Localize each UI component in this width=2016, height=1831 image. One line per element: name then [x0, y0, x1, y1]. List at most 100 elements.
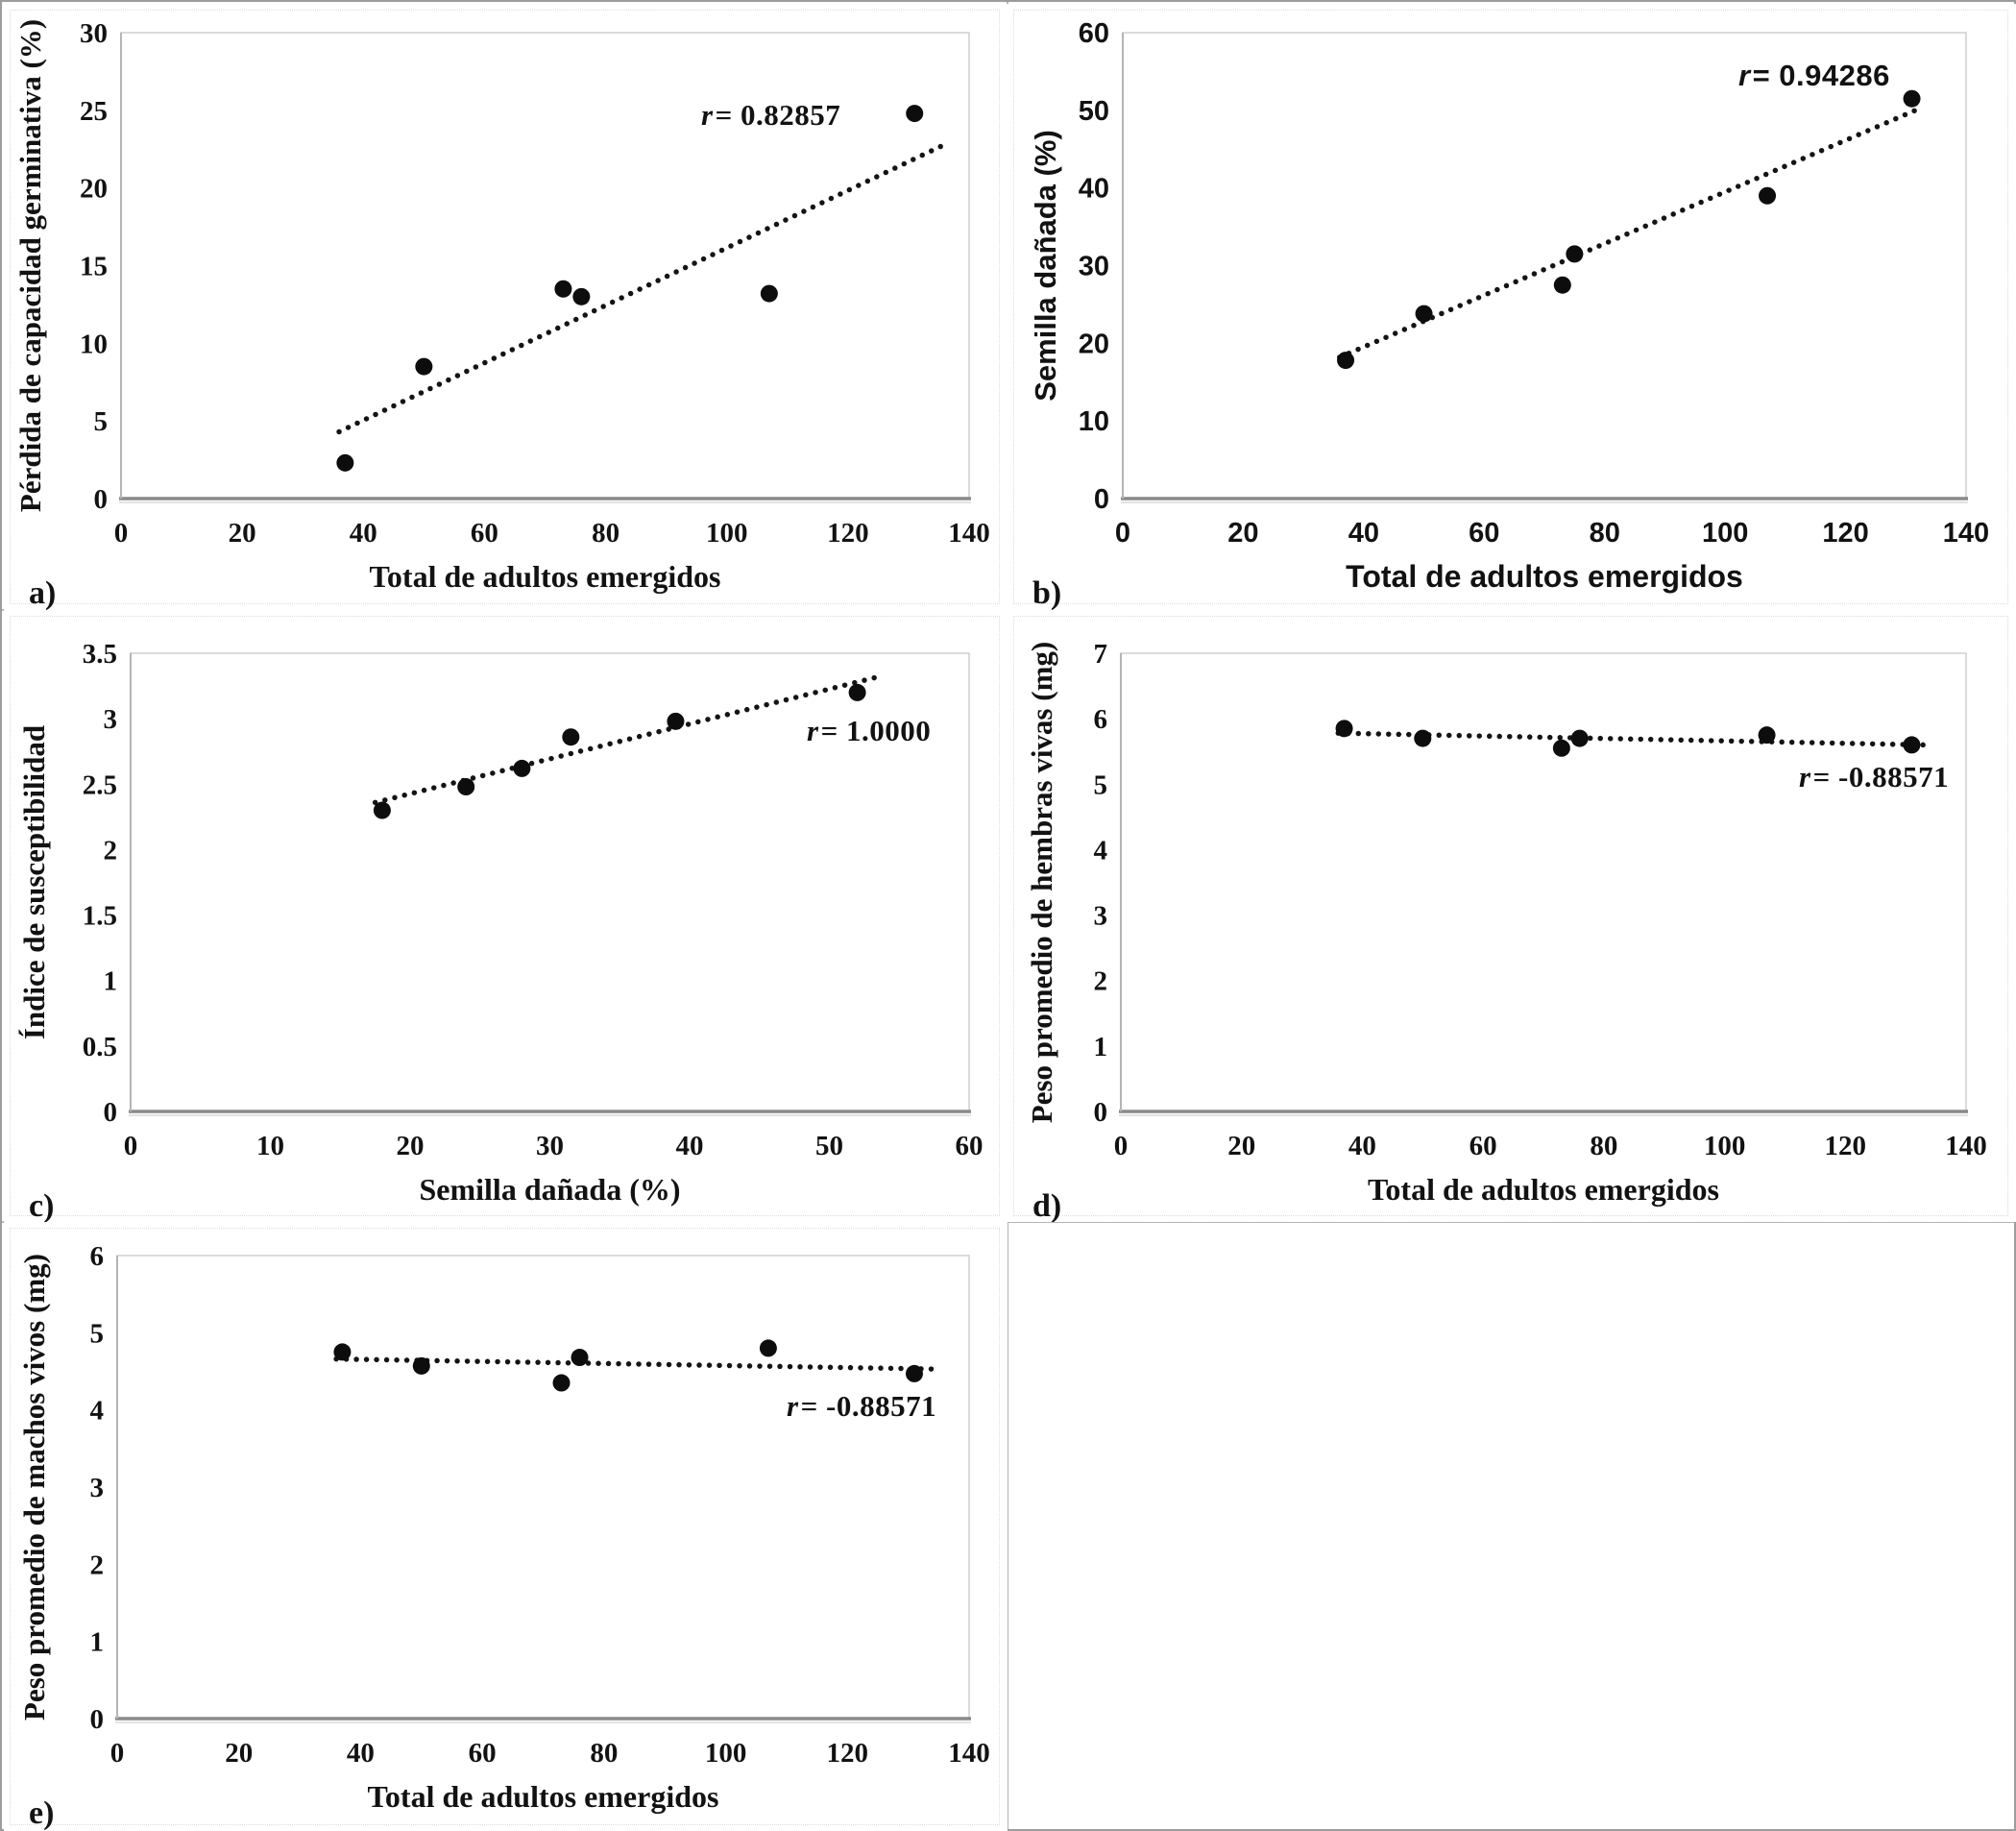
x-tick-label: 120	[827, 1738, 869, 1769]
chart-svg-d: 0 1 2 3 4 5 6 7 0 20 40 60 80 100 120 140 Total de adult…	[1025, 639, 1987, 1222]
y-tick-label: 4	[1094, 835, 1108, 866]
r-symbol: r	[1738, 59, 1751, 92]
x-tick-label: 0	[124, 1131, 138, 1161]
y-axis-title-b: Semilla dañada (%)	[1029, 130, 1062, 402]
y-tick-label: 30	[80, 18, 108, 49]
data-point	[333, 1343, 352, 1361]
x-tick-label: 50	[815, 1131, 843, 1161]
panel-e: 0 1 2 3 4 5 6 0 20 40 60 80 100 120 140 Total de adulto…	[4, 1222, 1008, 1831]
r-value-label-e: r= -0.88571	[787, 1389, 936, 1424]
x-tick-label: 100	[705, 1738, 747, 1769]
x-tick-label: 20	[229, 518, 256, 549]
plot-frame-b	[1122, 32, 1967, 500]
x-tick-label: 0	[1115, 518, 1130, 549]
y-axis-title-e: Peso promedio de machos vivos (mg)	[17, 1254, 51, 1721]
trend-line-a	[336, 141, 948, 435]
y-tick-label: 3	[104, 704, 118, 735]
r-value: = -0.88571	[1812, 760, 1950, 793]
x-tick-label: 20	[1227, 518, 1258, 549]
panel-a: 0 5 10 15 20 25 30 0 20 40 60 80 100 120 140 Total de a…	[4, 4, 1008, 610]
x-tick-label: 60	[471, 518, 498, 549]
grid-divider-horizontal-2	[2, 1221, 2014, 1223]
chart-svg-b: 0 10 20 30 40 50 60 0 20 40 60 80 100 120 140 Total de …	[1029, 18, 1989, 610]
data-point	[513, 759, 531, 777]
data-point	[552, 1374, 571, 1392]
panel-letter-b: b)	[1032, 575, 1061, 610]
trend-line-e	[333, 1355, 935, 1372]
x-tick-label: 10	[256, 1131, 284, 1161]
x-tick-label: 20	[397, 1131, 425, 1161]
x-tick-label: 20	[1227, 1131, 1255, 1161]
r-value: = 0.82857	[715, 98, 841, 132]
data-point	[1335, 720, 1353, 738]
y-tick-label: 3	[1094, 901, 1108, 932]
y-tick-label: 1	[90, 1627, 105, 1658]
x-tick-label: 100	[1702, 518, 1748, 549]
r-symbol: r	[807, 714, 819, 747]
data-point	[571, 1349, 589, 1367]
x-tick-label: 120	[1825, 1131, 1867, 1161]
x-axis-title-e: Total de adultos emergidos	[368, 1779, 719, 1814]
y-tick-label: 40	[1079, 174, 1109, 205]
r-value-label-d: r= -0.88571	[1799, 760, 1949, 794]
y-tick-label: 0	[1094, 484, 1109, 515]
data-point	[1552, 739, 1570, 757]
x-tick-label: 40	[676, 1131, 704, 1161]
x-tick-label: 80	[592, 518, 619, 549]
x-tick-label: 80	[1590, 518, 1620, 549]
x-tick-label: 60	[956, 1131, 984, 1161]
x-tick-label: 0	[114, 518, 129, 549]
x-tick-label: 60	[1469, 1131, 1497, 1161]
trend-line-c	[372, 673, 882, 806]
y-tick-label: 3.5	[83, 639, 117, 670]
plot-frame-e	[116, 1255, 970, 1720]
y-tick-label: 0	[104, 1097, 118, 1128]
plot-frame-a	[120, 32, 970, 500]
x-tick-label: 120	[827, 518, 869, 549]
x-tick-label: 40	[350, 518, 377, 549]
data-point	[457, 778, 475, 796]
x-tick-label: 140	[948, 518, 990, 549]
x-tick-label: 0	[1114, 1131, 1129, 1161]
panel-c: 0 0.5 1 1.5 2 2.5 3 3.5 0 10 20 30 40 50 60 Semilla dañ…	[4, 610, 1008, 1222]
x-axis-title-d: Total de adultos emergidos	[1368, 1172, 1719, 1207]
y-tick-label: 20	[1079, 329, 1109, 359]
x-tick-label: 40	[347, 1738, 375, 1769]
x-tick-label: 30	[536, 1131, 564, 1161]
x-tick-label: 140	[1943, 518, 1989, 549]
y-tick-label: 6	[1094, 704, 1108, 735]
y-tick-label: 1	[104, 966, 118, 997]
data-point	[667, 712, 685, 730]
data-point	[759, 1339, 777, 1357]
y-tick-label: 7	[1094, 639, 1108, 670]
panel-letter-e: e)	[29, 1795, 54, 1831]
x-axis-title-a: Total de adultos emergidos	[370, 559, 721, 594]
data-point	[906, 105, 924, 123]
data-point	[1553, 276, 1571, 294]
x-tick-label: 20	[225, 1738, 253, 1769]
data-point	[373, 801, 391, 819]
trend-line-d	[1335, 730, 1927, 748]
y-tick-label: 10	[1079, 406, 1109, 437]
y-tick-label: 15	[80, 252, 108, 282]
data-point	[1903, 89, 1921, 108]
y-tick-label: 30	[1079, 252, 1109, 282]
r-value-label-b: r= 0.94286	[1738, 59, 1890, 93]
x-tick-label: 140	[948, 1738, 990, 1769]
data-point	[1759, 186, 1777, 205]
x-axis-title-b: Total de adultos emergidos	[1346, 559, 1743, 594]
x-tick-label: 100	[706, 518, 748, 549]
x-axis-title-c: Semilla dañada (%)	[419, 1172, 680, 1207]
panel-d: 0 1 2 3 4 5 6 7 0 20 40 60 80 100 120 140 Total de adult…	[1008, 610, 2016, 1222]
y-tick-label: 5	[94, 406, 109, 437]
panel-b: 0 10 20 30 40 50 60 0 20 40 60 80 100 120 140 Total de …	[1008, 4, 2016, 610]
data-point	[1570, 729, 1589, 747]
data-point	[336, 453, 354, 472]
r-symbol: r	[1799, 760, 1811, 793]
panel-letter-d: d)	[1032, 1188, 1061, 1222]
data-point	[1903, 736, 1921, 754]
y-tick-label: 3	[90, 1473, 105, 1503]
data-point	[415, 357, 433, 376]
